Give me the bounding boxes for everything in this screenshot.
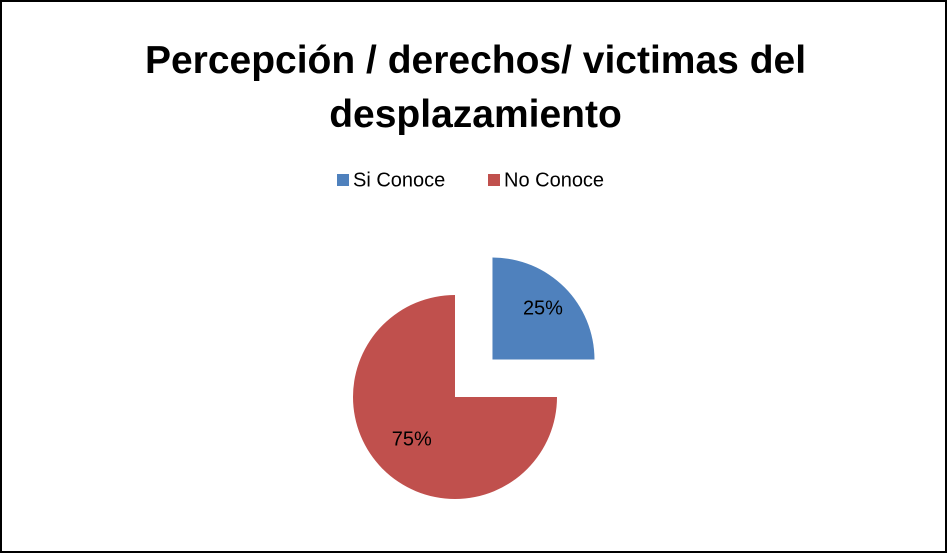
chart-title: Percepción / derechos/ victimas del desp… bbox=[144, 39, 807, 136]
data-label: 25% bbox=[523, 297, 563, 319]
pie-slice bbox=[353, 295, 557, 499]
legend-swatch bbox=[488, 174, 500, 186]
legend-label: Si Conoce bbox=[353, 169, 445, 191]
legend-swatch bbox=[337, 174, 349, 186]
pie-slice bbox=[492, 257, 595, 360]
data-label: 75% bbox=[392, 429, 432, 451]
legend-label: No Conoce bbox=[504, 169, 604, 191]
